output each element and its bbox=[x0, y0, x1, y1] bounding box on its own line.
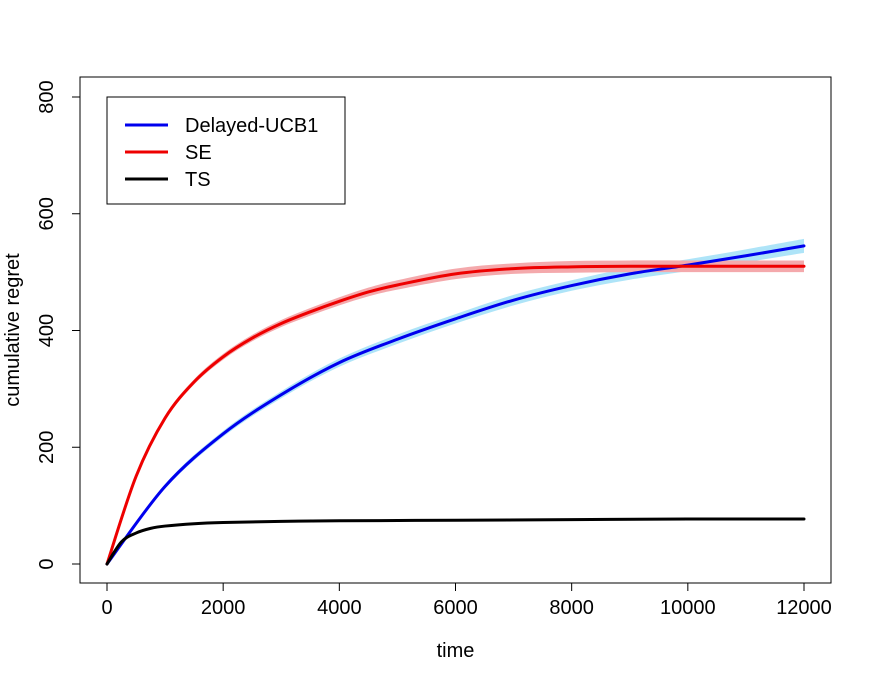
legend-label-ts: TS bbox=[185, 169, 211, 191]
line-se bbox=[105, 264, 806, 566]
y-tick-label: 800 bbox=[36, 80, 58, 113]
band-ts bbox=[107, 518, 804, 564]
series-lines bbox=[105, 244, 806, 566]
legend-label-se: SE bbox=[185, 142, 212, 164]
x-tick-label: 4000 bbox=[317, 597, 362, 619]
y-axis: 0 200 400 600 800 bbox=[36, 80, 81, 570]
x-axis: 0 2000 4000 6000 8000 10000 12000 bbox=[101, 582, 832, 619]
y-axis-label: cumulative regret bbox=[2, 253, 24, 407]
legend: Delayed-UCB1 SE TS bbox=[106, 96, 346, 205]
band-delayed-ucb1 bbox=[107, 238, 804, 564]
line-ts bbox=[105, 517, 806, 566]
y-tick-label: 600 bbox=[36, 197, 58, 230]
x-tick-label: 12000 bbox=[776, 597, 832, 619]
x-tick-label: 6000 bbox=[433, 597, 478, 619]
x-tick-label: 2000 bbox=[201, 597, 246, 619]
x-tick-label: 8000 bbox=[549, 597, 594, 619]
confidence-bands bbox=[107, 238, 804, 564]
x-axis-label: time bbox=[437, 640, 475, 662]
y-tick-label: 200 bbox=[36, 431, 58, 464]
legend-label-delayed-ucb1: Delayed-UCB1 bbox=[185, 115, 318, 137]
y-tick-label: 400 bbox=[36, 314, 58, 347]
y-tick-label: 0 bbox=[36, 558, 58, 569]
line-delayed-ucb1 bbox=[105, 244, 806, 566]
x-tick-label: 10000 bbox=[660, 597, 716, 619]
x-tick-label: 0 bbox=[101, 597, 112, 619]
